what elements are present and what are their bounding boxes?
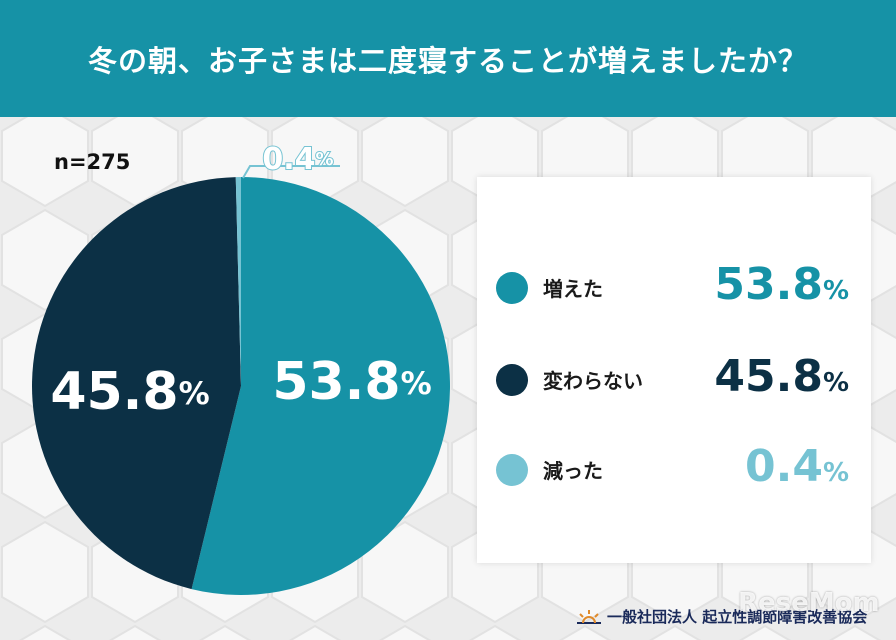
legend-swatch-decreased [496,454,528,486]
chart-title: 冬の朝、お子さまは二度寝することが増えましたか？ [87,43,808,78]
leader-line-decreased [242,165,340,179]
pie-label-increased: 53.8% [272,352,431,412]
legend-value-decreased: 0.4% [745,441,849,492]
chart-header: 冬の朝、お子さまは二度寝することが増えましたか？ [0,0,896,117]
legend-item-unchanged: 変わらない 45.8% [477,349,871,409]
pie-slice-unchanged [31,177,242,590]
legend-swatch-increased [496,272,528,304]
legend-panel: 増えた 53.8% 変わらない 45.8% 減った 0.4% [477,177,871,563]
legend-number-increased: 53.8 [714,259,823,310]
footer-org-name: 一般社団法人 起立性調節障害改善協会 [607,608,868,626]
legend-value-unchanged: 45.8% [714,351,849,402]
sample-size-label: n=275 [54,150,131,174]
footer-credit: 一般社団法人 起立性調節障害改善協会 [577,606,867,627]
legend-item-increased: 増えた 53.8% [477,257,871,317]
pie-slice-decreased [235,177,241,386]
pie-label-unchanged: 45.8% [50,362,209,422]
pie-label-decreased: 0.4% [262,142,333,177]
legend-unit-unchanged: % [822,368,849,398]
sunrise-icon [577,609,601,624]
legend-label-increased: 増えた [543,277,603,301]
legend-label-decreased: 減った [543,459,603,483]
watermark: ReseMom [738,588,880,618]
legend-number-unchanged: 45.8 [714,351,823,402]
legend-unit-decreased: % [822,458,849,488]
legend-label-unchanged: 変わらない [543,369,643,393]
legend-value-increased: 53.8% [714,259,849,310]
pie-slice-increased [191,177,451,595]
legend-unit-increased: % [822,276,849,306]
legend-item-decreased: 減った 0.4% [477,439,871,499]
legend-number-decreased: 0.4 [744,441,823,492]
legend-swatch-unchanged [496,364,528,396]
